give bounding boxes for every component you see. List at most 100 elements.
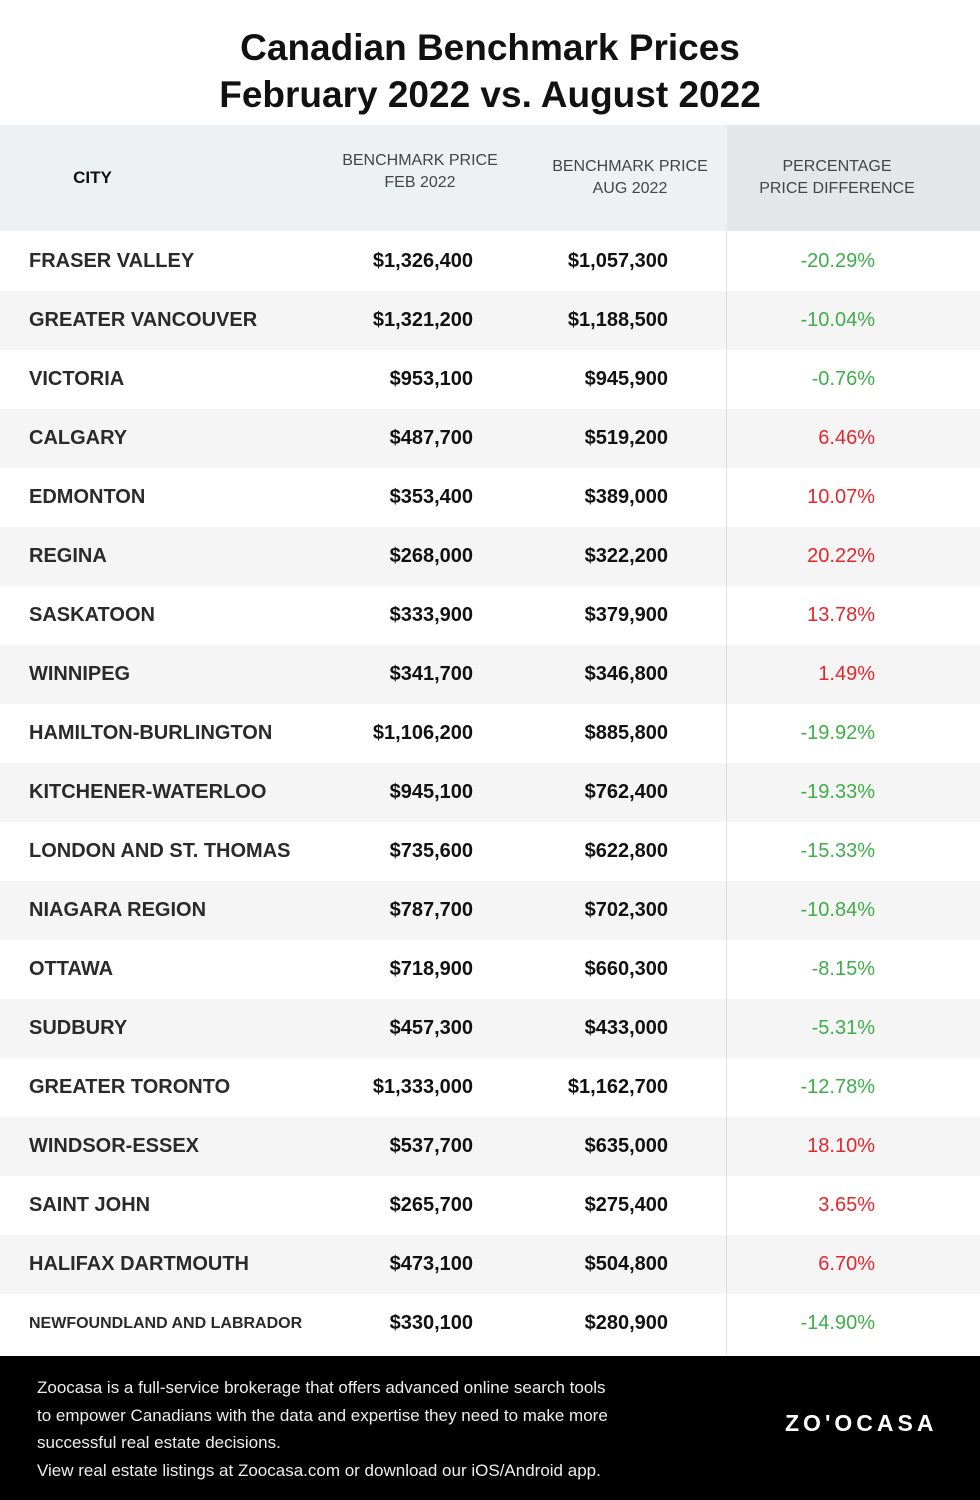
pct-diff-cell: 10.07%: [807, 486, 875, 508]
table-header: CITY BENCHMARK PRICE FEB 2022 BENCHMARK P…: [0, 125, 980, 231]
pct-diff-cell: -5.31%: [811, 1017, 875, 1039]
feb-price-cell: $787,700: [389, 899, 473, 921]
header-feb-l1: BENCHMARK PRICE: [342, 152, 498, 169]
pct-diff-cell: -10.84%: [800, 899, 876, 921]
feb-price-cell: $330,100: [389, 1312, 473, 1334]
table-row: EDMONTON $353,400 $389,000 10.07%: [0, 468, 980, 527]
pct-diff-cell: 6.70%: [818, 1253, 875, 1275]
pct-diff-cell: -12.78%: [800, 1076, 876, 1098]
table-row: FRASER VALLEY $1,326,400 $1,057,300 -20.29%: [0, 232, 980, 291]
feb-price-cell: $945,100: [389, 781, 473, 803]
pct-diff-cell: -0.76%: [811, 368, 875, 390]
table-row: LONDON AND ST. THOMAS $735,600 $622,800 -15…: [0, 822, 980, 881]
aug-price-cell: $635,000: [584, 1135, 668, 1157]
aug-price-cell: $389,000: [584, 486, 668, 508]
city-cell: KITCHENER-WATERLOO: [29, 781, 267, 803]
feb-price-cell: $718,900: [389, 958, 473, 980]
feb-price-cell: $457,300: [389, 1017, 473, 1039]
pct-diff-cell: 20.22%: [807, 545, 875, 567]
header-pct-l1: PERCENTAGE: [782, 158, 892, 175]
table-body: FRASER VALLEY $1,326,400 $1,057,300 -20.29%…: [0, 232, 980, 1353]
table-row: WINDSOR-ESSEX $537,700 $635,000 18.10%: [0, 1117, 980, 1176]
footer-line-4: View real estate listings at Zoocasa.com…: [37, 1460, 601, 1480]
pct-diff-cell: 13.78%: [807, 604, 875, 626]
aug-price-cell: $275,400: [584, 1194, 668, 1216]
city-cell: SUDBURY: [29, 1017, 128, 1039]
feb-price-cell: $341,700: [389, 663, 473, 685]
pct-diff-cell: 6.46%: [818, 427, 875, 449]
footer-line-3: successful real estate decisions.: [37, 1433, 281, 1452]
aug-price-cell: $945,900: [584, 368, 668, 390]
table-row: OTTAWA $718,900 $660,300 -8.15%: [0, 940, 980, 999]
feb-price-cell: $1,333,000: [372, 1076, 473, 1098]
page-title: Canadian Benchmark Prices February 2022 …: [0, 24, 980, 118]
pct-diff-cell: -20.29%: [800, 250, 876, 272]
title-line-1: Canadian Benchmark Prices: [240, 27, 740, 68]
aug-price-cell: $1,162,700: [567, 1076, 668, 1098]
header-aug: BENCHMARK PRICE AUG 2022: [530, 125, 730, 231]
table-row: KITCHENER-WATERLOO $945,100 $762,400 -19.33…: [0, 763, 980, 822]
table-row: WINNIPEG $341,700 $346,800 1.49%: [0, 645, 980, 704]
table-row: HAMILTON-BURLINGTON $1,106,200 $885,800 -19…: [0, 704, 980, 763]
header-aug-l1: BENCHMARK PRICE: [552, 158, 708, 175]
pct-header-bg: [727, 125, 980, 231]
feb-price-cell: $1,106,200: [372, 722, 473, 744]
header-pct: PERCENTAGE PRICE DIFFERENCE: [727, 125, 947, 231]
city-cell: LONDON AND ST. THOMAS: [29, 840, 291, 862]
feb-price-cell: $735,600: [389, 840, 473, 862]
aug-price-cell: $660,300: [584, 958, 668, 980]
feb-price-cell: $953,100: [389, 368, 473, 390]
city-cell: EDMONTON: [29, 486, 146, 508]
table-row: VICTORIA $953,100 $945,900 -0.76%: [0, 350, 980, 409]
footer-line-2: to empower Canadians with the data and e…: [37, 1405, 608, 1425]
city-cell: VICTORIA: [29, 368, 125, 390]
table-row: REGINA $268,000 $322,200 20.22%: [0, 527, 980, 586]
pct-diff-cell: 18.10%: [807, 1135, 875, 1157]
pct-diff-cell: -19.33%: [800, 781, 876, 803]
header-feb-l2: FEB 2022: [384, 174, 456, 191]
pct-diff-cell: -8.15%: [811, 958, 875, 980]
table-row: NIAGARA REGION $787,700 $702,300 -10.84%: [0, 881, 980, 940]
city-cell: HALIFAX DARTMOUTH: [29, 1253, 249, 1275]
table-row: SUDBURY $457,300 $433,000 -5.31%: [0, 999, 980, 1058]
city-cell: CALGARY: [29, 427, 128, 449]
title-line-2: February 2022 vs. August 2022: [219, 74, 761, 115]
city-cell: HAMILTON-BURLINGTON: [29, 722, 273, 744]
feb-price-cell: $268,000: [389, 545, 473, 567]
table-row: HALIFAX DARTMOUTH $473,100 $504,800 6.70%: [0, 1235, 980, 1294]
feb-price-cell: $1,326,400: [372, 250, 473, 272]
pct-diff-cell: -14.90%: [800, 1312, 876, 1334]
city-cell: OTTAWA: [29, 958, 114, 980]
aug-price-cell: $702,300: [584, 899, 668, 921]
city-cell: NIAGARA REGION: [29, 899, 207, 921]
feb-price-cell: $487,700: [389, 427, 473, 449]
feb-price-cell: $333,900: [389, 604, 473, 626]
aug-price-cell: $1,057,300: [567, 250, 668, 272]
pct-diff-cell: 3.65%: [818, 1194, 875, 1216]
aug-price-cell: $322,200: [584, 545, 668, 567]
aug-price-cell: $622,800: [584, 840, 668, 862]
pct-diff-cell: -15.33%: [800, 840, 876, 862]
aug-price-cell: $762,400: [584, 781, 668, 803]
pct-diff-cell: -19.92%: [800, 722, 876, 744]
feb-price-cell: $473,100: [389, 1253, 473, 1275]
city-cell: REGINA: [29, 545, 107, 567]
city-cell: GREATER TORONTO: [29, 1076, 231, 1098]
city-cell: NEWFOUNDLAND AND LABRADOR: [29, 1314, 303, 1332]
feb-price-cell: $537,700: [389, 1135, 473, 1157]
pct-diff-cell: 1.49%: [818, 663, 875, 685]
header-feb: BENCHMARK PRICE FEB 2022: [320, 119, 520, 225]
pct-diff-cell: -10.04%: [800, 309, 876, 331]
aug-price-cell: $504,800: [584, 1253, 668, 1275]
feb-price-cell: $353,400: [389, 486, 473, 508]
footer-text: Zoocasa is a full-service brokerage that…: [37, 1374, 737, 1484]
footer: Zoocasa is a full-service brokerage that…: [0, 1356, 980, 1500]
footer-line-1: Zoocasa is a full-service brokerage that…: [37, 1378, 606, 1397]
city-cell: FRASER VALLEY: [29, 250, 195, 272]
feb-price-cell: $265,700: [389, 1194, 473, 1216]
table-row: GREATER TORONTO $1,333,000 $1,162,700 -12.7…: [0, 1058, 980, 1117]
city-cell: GREATER VANCOUVER: [29, 309, 258, 331]
city-cell: WINDSOR-ESSEX: [29, 1135, 200, 1157]
table-row: SASKATOON $333,900 $379,900 13.78%: [0, 586, 980, 645]
header-aug-l2: AUG 2022: [592, 180, 668, 197]
